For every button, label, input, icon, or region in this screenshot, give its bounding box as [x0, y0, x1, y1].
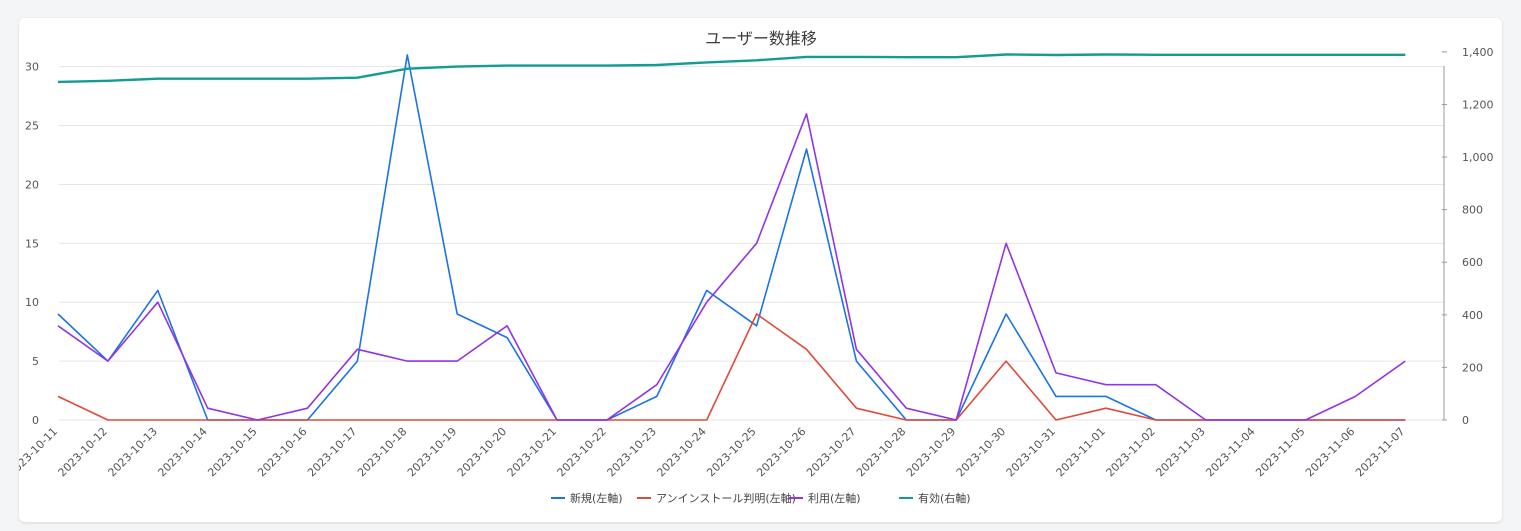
y-left-tick-label: 0: [32, 414, 39, 427]
x-tick-label: 2023-11-05: [1253, 425, 1307, 479]
x-tick-label: 2023-10-19: [405, 425, 459, 479]
y-left-tick-label: 5: [32, 355, 39, 368]
x-tick-label: 2023-10-15: [205, 425, 259, 479]
x-tick-label: 2023-11-01: [1054, 425, 1108, 479]
legend-label: 新規(左軸): [570, 491, 623, 505]
x-tick-label: 2023-11-06: [1303, 425, 1357, 479]
legend-label: 有効(右軸): [918, 491, 971, 505]
y-right-tick-label: 1,000: [1462, 151, 1494, 164]
x-tick-label: 2023-10-13: [106, 425, 160, 479]
y-right-tick-label: 1,200: [1462, 98, 1494, 111]
legend-label: 利用(左軸): [808, 491, 861, 505]
x-tick-label: 2023-10-21: [505, 425, 559, 479]
y-left-tick-label: 20: [25, 178, 39, 191]
user-count-chart: ユーザー数推移 0 5 10 15 20 25 30 0 200 400 600 800 1,000 1…: [19, 29, 1494, 505]
y-right-tick-label: 600: [1462, 256, 1483, 269]
series-line-2: [57, 113, 1406, 421]
series-line-3: [57, 53, 1406, 84]
series-line-1: [57, 313, 1406, 421]
x-tick-label: 2023-11-04: [1203, 425, 1257, 479]
x-tick-label: 2023-10-28: [854, 425, 908, 479]
x-tick-label: 2023-10-14: [155, 425, 209, 479]
x-tick-label: 2023-11-02: [1104, 425, 1158, 479]
x-tick-label: 2023-10-22: [555, 425, 609, 479]
y-left-tick-label: 25: [25, 120, 39, 133]
y-right-tick-label: 0: [1462, 414, 1469, 427]
chart-card: ユーザー数推移 0 5 10 15 20 25 30 0 200 400 600 800 1,000 1…: [19, 18, 1502, 522]
x-tick-label: 2023-10-30: [954, 425, 1008, 479]
x-tick-label: 2023-10-25: [704, 425, 758, 479]
x-tick-label: 2023-10-31: [1004, 425, 1058, 479]
x-tick-label: 2023-10-11: [19, 425, 60, 479]
x-tick-label: 2023-10-20: [455, 425, 509, 479]
x-tick-label: 2023-10-24: [654, 425, 708, 479]
y-right-tick-label: 400: [1462, 309, 1483, 322]
x-tick-label: 2023-10-29: [904, 425, 958, 479]
x-tick-label: 2023-10-16: [255, 425, 309, 479]
y-right-tick-label: 800: [1462, 204, 1483, 217]
chart-title: ユーザー数推移: [705, 29, 817, 48]
y-right-tick-label: 200: [1462, 361, 1483, 374]
y-left-tick-label: 30: [25, 61, 39, 74]
y-right-tick-label: 1,400: [1462, 46, 1494, 59]
x-tick-label: 2023-10-18: [355, 425, 409, 479]
x-tick-label: 2023-10-27: [804, 425, 858, 479]
y-left-tick-label: 10: [25, 296, 39, 309]
legend-label: アンインストール判明(左軸): [656, 491, 796, 505]
x-tick-label: 2023-11-03: [1153, 425, 1207, 479]
x-tick-label: 2023-10-12: [56, 425, 110, 479]
x-tick-label: 2023-11-07: [1353, 425, 1407, 479]
y-left-tick-label: 15: [25, 237, 39, 250]
x-tick-label: 2023-10-26: [754, 425, 808, 479]
x-tick-label: 2023-10-23: [605, 425, 659, 479]
x-tick-label: 2023-10-17: [305, 425, 359, 479]
